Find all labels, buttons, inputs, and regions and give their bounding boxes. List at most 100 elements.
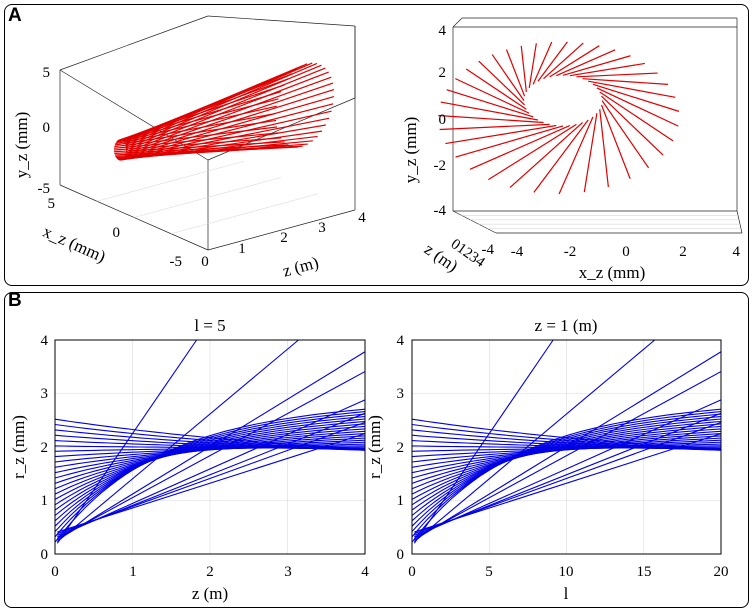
r-z-curve [411,413,722,532]
b-left-xtick-4: 4 [361,564,369,580]
a-right-ray [520,45,527,93]
b-right-xtick-2: 10 [559,564,574,580]
r-z-curve [54,445,366,458]
panel-letter-b: B [8,290,22,311]
b-left-title: l = 5 [194,316,225,335]
a-left-box-edge [59,15,209,71]
a-right-ray [440,101,539,121]
r-z-line [414,399,722,538]
b-left-xtick-1: 1 [129,564,137,580]
a-right-ray [601,100,650,169]
a-right-ray [445,124,557,145]
a-right-ray [549,45,600,78]
a-right-box-edge [736,210,743,234]
a-left-plot: 5 0 -5 y_z (mm) 5 0 -5 x_z (mm) 0 1 2 3 … [12,15,366,281]
b-right-ytick-3: 3 [397,386,405,402]
a-left-ztick-4: 3 [318,220,326,236]
a-left-box-edge [207,209,356,251]
a-right-xtick-5: 4 [733,244,741,260]
b-left-plot: l = 5 4 3 2 1 0 0 1 2 3 4 z (m) r_z (mm) [9,316,369,603]
a-left-ray [117,91,282,142]
b-left-ylabel: r_z (mm) [9,415,28,479]
a-left-ray [119,130,323,161]
a-left-grid-line [170,193,319,235]
b-left-xtick-2: 2 [206,564,214,580]
b-left-xtick-3: 3 [284,564,292,580]
a-right-ray [532,41,553,85]
r-z-line [414,433,722,533]
b-right-xlabel: l [564,584,569,603]
b-right-ylabel: r_z (mm) [365,415,384,479]
r-z-curve [54,418,366,450]
b-right-xtick-4: 20 [714,564,729,580]
a-right-ray [596,87,679,127]
a-right-ytick-5: -4 [434,203,447,219]
r-z-line [57,351,366,541]
a-left-ray [116,105,277,143]
a-right-xtick-4: 2 [679,244,687,260]
r-z-curve [411,425,722,506]
b-left-axes [54,339,366,555]
a-left-ylabel: y_z (mm) [12,112,31,179]
a-left-ray [125,71,329,151]
a-right-rays [438,41,680,195]
a-right-ray [438,114,544,124]
b-right-xtick-1: 5 [485,564,493,580]
b-left-ytick-3: 3 [41,386,49,402]
b-right-ytick-4: 4 [397,333,405,349]
a-right-ray [533,119,589,193]
b-right-ytick-0: 0 [397,547,405,563]
a-right-ray [537,41,568,82]
panel-letter-a: A [8,5,22,26]
b-left-lines [54,339,366,544]
a-right-ytick-4: -2 [434,158,447,174]
a-right-ray [600,104,631,179]
a-left-ytick-3: -5 [38,181,51,197]
a-left-rays [113,62,335,161]
a-left-ztick-2: 1 [238,241,246,257]
a-left-xtick-1: 5 [48,196,56,212]
a-right-ray [592,83,680,112]
a-left-ytick-1: 5 [43,65,51,81]
a-right-ray [455,125,564,158]
a-left-ztick-5: 4 [358,210,366,226]
a-left-ztick-1: 0 [201,254,209,270]
a-right-xtick-near: -4 [482,242,495,258]
a-right-ray [556,49,616,77]
r-z-line [413,339,656,543]
a-right-ray [583,113,598,193]
r-z-line [413,339,554,544]
b-right-ytick-1: 1 [397,493,405,509]
a-right-ray [582,78,669,85]
a-left-ztick-3: 2 [280,230,288,246]
a-left-xtick-2: 0 [113,225,121,241]
a-left-ray [123,103,334,159]
r-z-curve [54,425,366,506]
b-left-ytick-2: 2 [41,440,49,456]
r-z-curve [411,423,722,451]
b-right-xtick-0: 0 [408,564,416,580]
b-right-xtick-3: 15 [637,564,652,580]
a-left-xtick-3: -5 [170,254,183,270]
a-right-plot: 4 2 0 -2 -4 y_z (mm) -4 -2 0 2 4 x_z (mm… [401,17,743,282]
a-right-ray [455,78,530,114]
a-right-ray [543,42,584,80]
a-right-ray [469,124,571,170]
a-left-box-edge [207,15,356,27]
a-right-xtick-3: 0 [622,244,630,260]
b-left-xlabel: z (m) [192,584,228,603]
b-right-title: z = 1 (m) [535,316,598,335]
a-left-xlabel: x_z (mm) [40,222,109,266]
r-z-line [414,371,722,539]
r-z-line [57,371,366,539]
r-z-curve [411,418,722,450]
a-left-grid-line [133,177,282,218]
a-right-xtick-1: -4 [511,244,524,260]
a-right-ray [558,116,594,195]
a-left-ray [125,76,332,153]
r-z-curve [411,418,722,522]
b-right-axes [411,339,722,555]
b-left-xtick-0: 0 [51,564,59,580]
r-z-line [414,351,722,541]
